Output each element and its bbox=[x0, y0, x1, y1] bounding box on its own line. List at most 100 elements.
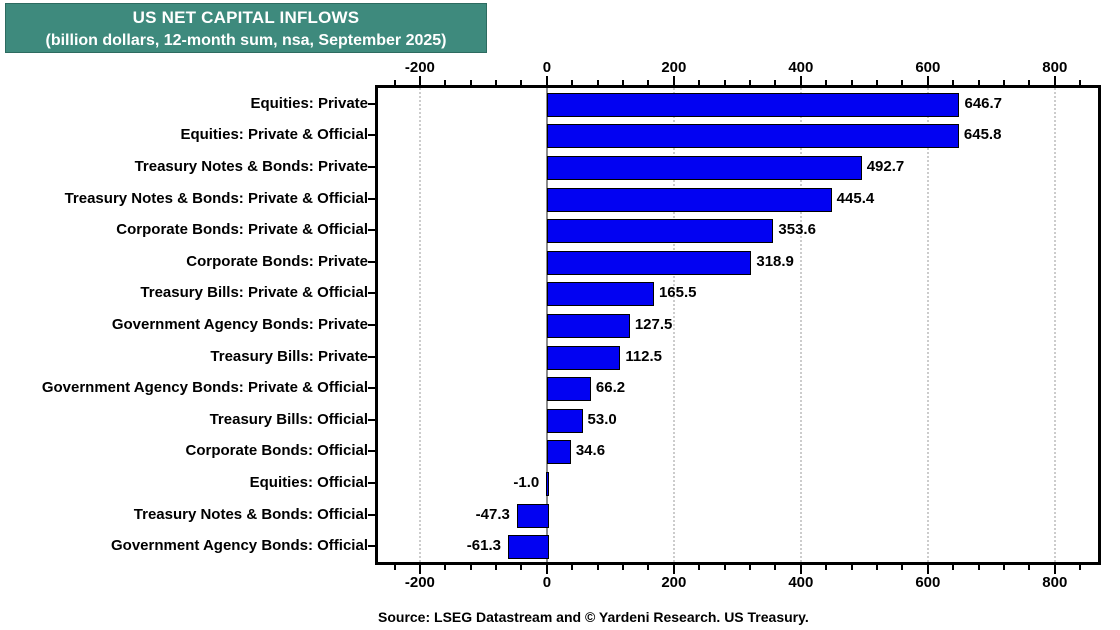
x-axis-tick-bottom bbox=[520, 565, 523, 570]
bar bbox=[546, 187, 832, 212]
bar-value-label: -1.0 bbox=[513, 474, 540, 491]
bar bbox=[546, 314, 630, 338]
x-axis-tick-bottom bbox=[571, 565, 574, 570]
x-axis-tick-label: 0 bbox=[542, 574, 552, 591]
x-axis-tick-label: 0 bbox=[542, 59, 552, 76]
gridline bbox=[926, 88, 929, 562]
bar-value-label: 492.7 bbox=[866, 158, 905, 175]
bar bbox=[546, 440, 571, 465]
x-axis-tick-top bbox=[393, 80, 396, 85]
x-axis-tick-top bbox=[545, 76, 548, 85]
x-axis-tick-top bbox=[825, 80, 828, 85]
x-axis-tick-label: 600 bbox=[915, 574, 941, 591]
bar-value-label: 646.7 bbox=[964, 94, 1003, 112]
x-axis-tick-top bbox=[571, 80, 574, 85]
x-axis-tick-top bbox=[901, 80, 904, 85]
category-tick bbox=[368, 324, 375, 326]
x-axis-tick-bottom bbox=[799, 565, 802, 574]
x-axis-tick-top bbox=[1028, 80, 1031, 85]
x-axis-tick-top bbox=[698, 80, 701, 85]
bar-value-label: -61.3 bbox=[466, 537, 501, 555]
x-axis-tick-top bbox=[1003, 80, 1006, 85]
category-label: Equities: Private bbox=[250, 94, 368, 112]
bar-value-label: 34.6 bbox=[575, 442, 606, 460]
x-axis-tick-top bbox=[444, 80, 447, 85]
category-tick bbox=[368, 418, 375, 421]
x-axis-tick-label: 400 bbox=[788, 59, 814, 76]
gridline bbox=[1053, 88, 1056, 562]
x-axis-tick-top bbox=[876, 80, 879, 85]
bar-value-label: 353.6 bbox=[778, 221, 816, 239]
x-axis-tick-top bbox=[850, 80, 853, 85]
x-axis-tick-label: 800 bbox=[1042, 574, 1068, 591]
category-tick bbox=[368, 166, 375, 168]
x-axis-tick-label: 400 bbox=[788, 574, 814, 591]
x-axis-tick-bottom bbox=[774, 565, 777, 570]
x-axis-tick-bottom bbox=[952, 565, 955, 570]
category-tick bbox=[368, 513, 375, 516]
x-axis-tick-bottom bbox=[825, 565, 828, 570]
x-axis-tick-top bbox=[647, 80, 650, 85]
x-axis-tick-top bbox=[1053, 76, 1056, 85]
category-label: Treasury Bills: Private bbox=[210, 347, 368, 365]
x-axis-tick-top bbox=[596, 80, 599, 85]
x-axis-tick-bottom bbox=[1053, 565, 1056, 574]
category-tick bbox=[368, 102, 375, 105]
x-axis-tick-bottom bbox=[876, 565, 879, 570]
x-axis-tick-bottom bbox=[749, 565, 752, 570]
x-axis-tick-bottom bbox=[596, 565, 599, 570]
x-axis-tick-bottom bbox=[698, 565, 701, 570]
x-axis-tick-top bbox=[1079, 80, 1082, 85]
category-tick bbox=[368, 197, 375, 200]
chart-title-box: US NET CAPITAL INFLOWS (billion dollars,… bbox=[5, 3, 487, 53]
source-note: Source: LSEG Datastream and © Yardeni Re… bbox=[378, 609, 809, 625]
x-axis-tick-top bbox=[622, 80, 625, 85]
x-axis-tick-label: 200 bbox=[661, 574, 687, 591]
x-axis-tick-label: 200 bbox=[661, 59, 687, 76]
x-axis-tick-bottom bbox=[723, 565, 726, 570]
bar bbox=[546, 156, 862, 180]
category-tick bbox=[368, 482, 375, 484]
category-tick bbox=[368, 450, 375, 453]
bar-value-label: 53.0 bbox=[587, 410, 617, 428]
bar bbox=[516, 503, 549, 528]
x-axis-tick-bottom bbox=[672, 565, 675, 574]
x-axis-tick-top bbox=[952, 80, 955, 85]
category-label: Equities: Private & Official bbox=[180, 126, 368, 144]
category-label: Equities: Official bbox=[249, 474, 368, 491]
bar bbox=[546, 408, 583, 433]
x-axis-tick-label: -200 bbox=[404, 574, 435, 591]
x-axis-tick-label: 600 bbox=[915, 59, 941, 76]
category-tick bbox=[368, 545, 375, 548]
x-axis-tick-bottom bbox=[901, 565, 904, 570]
bar-value-label: 66.2 bbox=[595, 379, 626, 397]
x-axis-tick-top bbox=[799, 76, 802, 85]
bar bbox=[546, 282, 654, 307]
x-axis-tick-bottom bbox=[1003, 565, 1006, 570]
bar bbox=[546, 92, 960, 117]
bar-value-label: 318.9 bbox=[756, 252, 794, 270]
x-axis-tick-bottom bbox=[393, 565, 396, 570]
x-axis-tick-top bbox=[926, 76, 929, 85]
x-axis-tick-top bbox=[495, 80, 498, 85]
x-axis-tick-top bbox=[749, 80, 752, 85]
category-label: Government Agency Bonds: Private bbox=[111, 316, 368, 333]
x-axis-tick-bottom bbox=[545, 565, 548, 574]
x-axis-tick-top bbox=[469, 80, 472, 85]
chart-subtitle: (billion dollars, 12-month sum, nsa, Sep… bbox=[45, 32, 447, 49]
x-axis-tick-bottom bbox=[1028, 565, 1031, 570]
bar-value-label: 165.5 bbox=[658, 284, 697, 302]
x-axis-tick-bottom bbox=[1079, 565, 1082, 570]
category-label: Treasury Notes & Bonds: Private bbox=[134, 158, 368, 175]
x-axis-tick-bottom bbox=[850, 565, 853, 570]
x-axis-tick-bottom bbox=[469, 565, 472, 570]
x-axis-tick-bottom bbox=[418, 565, 421, 574]
bar bbox=[507, 535, 549, 560]
category-tick bbox=[368, 387, 375, 390]
category-label: Treasury Notes & Bonds: Official bbox=[133, 505, 368, 523]
x-axis-tick-top bbox=[723, 80, 726, 85]
x-axis-tick-bottom bbox=[647, 565, 650, 570]
x-axis-tick-top bbox=[672, 76, 675, 85]
gridline bbox=[672, 88, 675, 562]
